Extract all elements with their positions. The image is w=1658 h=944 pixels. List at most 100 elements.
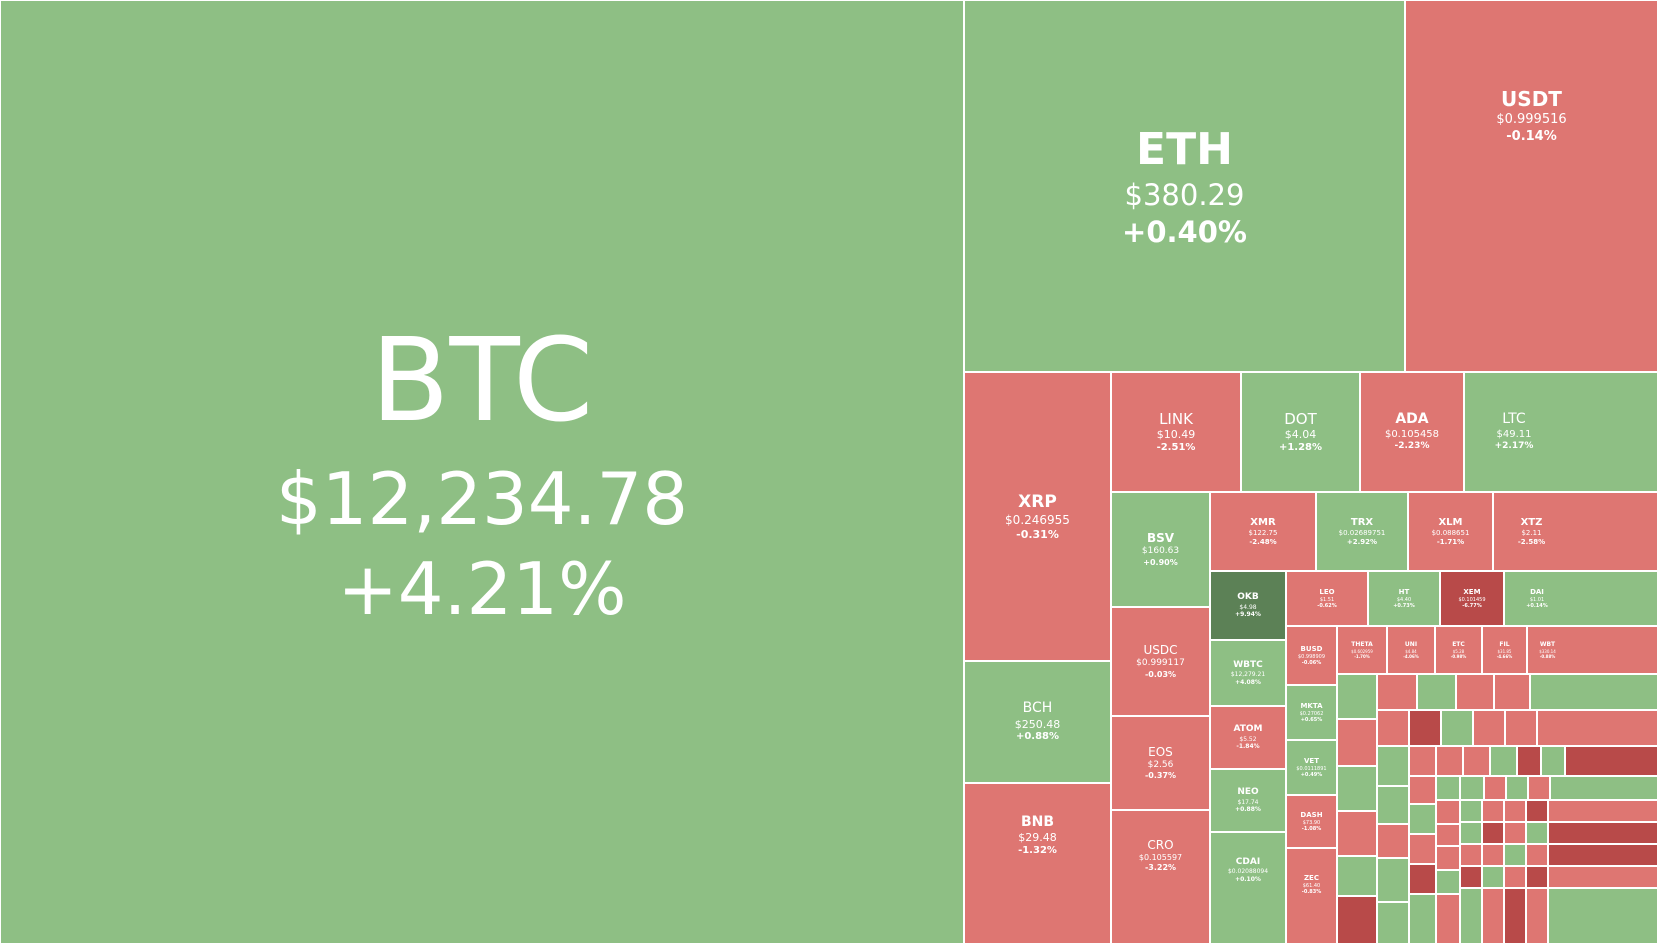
tile-small[interactable] <box>1504 888 1526 944</box>
tile-usdc[interactable]: USDC $0.999117 -0.03% <box>1111 607 1210 716</box>
tile-small[interactable] <box>1337 896 1377 944</box>
tile-etc[interactable]: ETC $5.28 -0.98% <box>1435 626 1482 674</box>
tile-small[interactable] <box>1528 776 1550 800</box>
tile-small[interactable] <box>1337 811 1377 856</box>
tile-busd[interactable]: BUSD $0.998909 -0.06% <box>1286 626 1337 685</box>
tile-small[interactable] <box>1504 866 1526 888</box>
tile-dash[interactable]: DASH $73.90 -1.08% <box>1286 795 1337 848</box>
tile-small[interactable] <box>1409 710 1441 746</box>
tile-small[interactable] <box>1504 800 1526 822</box>
tile-small[interactable] <box>1506 776 1528 800</box>
tile-small[interactable] <box>1377 674 1417 710</box>
tile-ltc[interactable]: LTC $49.11 +2.17% <box>1464 372 1658 492</box>
tile-small[interactable] <box>1526 888 1548 944</box>
tile-ht[interactable]: HT $4.40 +0.73% <box>1368 571 1440 626</box>
tile-small[interactable] <box>1548 866 1658 888</box>
tile-small[interactable] <box>1456 674 1494 710</box>
tile-small[interactable] <box>1504 822 1526 844</box>
tile-small[interactable] <box>1482 888 1504 944</box>
tile-small[interactable] <box>1337 766 1377 811</box>
tile-small[interactable] <box>1377 786 1409 824</box>
tile-zec[interactable]: ZEC $61.40 -0.83% <box>1286 848 1337 944</box>
tile-xrp[interactable]: XRP $0.246955 -0.31% <box>964 372 1111 661</box>
tile-small[interactable] <box>1482 844 1504 866</box>
tile-trx[interactable]: TRX $0.02689751 +2.92% <box>1316 492 1408 571</box>
tile-xem[interactable]: XEM $0.101459 -6.77% <box>1440 571 1504 626</box>
tile-small[interactable] <box>1409 776 1436 804</box>
tile-bch[interactable]: BCH $250.48 +0.88% <box>964 661 1111 783</box>
tile-dai[interactable]: DAI $1.01 +0.14% <box>1504 571 1658 626</box>
tile-small[interactable] <box>1337 856 1377 896</box>
tile-small[interactable] <box>1460 866 1482 888</box>
tile-vet[interactable]: VET $0.0111891 +0.49% <box>1286 740 1337 795</box>
tile-small[interactable] <box>1409 864 1436 894</box>
tile-small[interactable] <box>1548 844 1658 866</box>
tile-small[interactable] <box>1436 800 1460 824</box>
tile-small[interactable] <box>1484 776 1506 800</box>
tile-small[interactable] <box>1530 674 1658 710</box>
tile-small[interactable] <box>1565 746 1658 776</box>
tile-small[interactable] <box>1337 674 1377 719</box>
tile-small[interactable] <box>1409 834 1436 864</box>
tile-small[interactable] <box>1377 902 1409 944</box>
tile-fil[interactable]: FIL $31.85 -4.66% <box>1482 626 1527 674</box>
tile-btc[interactable]: BTC $12,234.78 +4.21% <box>0 0 964 944</box>
tile-cdai[interactable]: CDAI $0.02088094 +0.10% <box>1210 832 1286 944</box>
tile-okb[interactable]: OKB $4.98 +9.94% <box>1210 571 1286 640</box>
tile-small[interactable] <box>1505 710 1537 746</box>
tile-bsv[interactable]: BSV $160.63 +0.90% <box>1111 492 1210 607</box>
tile-small[interactable] <box>1436 746 1463 776</box>
tile-small[interactable] <box>1517 746 1541 776</box>
tile-small[interactable] <box>1463 746 1490 776</box>
tile-neo[interactable]: NEO $17.74 +0.88% <box>1210 769 1286 832</box>
tile-link[interactable]: LINK $10.49 -2.51% <box>1111 372 1241 492</box>
tile-uni[interactable]: UNI $4.84 -4.06% <box>1387 626 1435 674</box>
tile-small[interactable] <box>1490 746 1517 776</box>
tile-small[interactable] <box>1377 824 1409 858</box>
tile-theta[interactable]: THETA $0.602959 -1.70% <box>1337 626 1387 674</box>
tile-small[interactable] <box>1436 824 1460 846</box>
tile-small[interactable] <box>1482 800 1504 822</box>
tile-wbtc[interactable]: WBTC $12,279.21 +4.08% <box>1210 640 1286 706</box>
tile-bnb[interactable]: BNB $29.48 -1.32% <box>964 783 1111 944</box>
tile-eth[interactable]: ETH $380.29 +0.40% <box>964 0 1405 372</box>
tile-small[interactable] <box>1460 888 1482 944</box>
tile-small[interactable] <box>1548 800 1658 822</box>
tile-small[interactable] <box>1494 674 1530 710</box>
tile-small[interactable] <box>1504 844 1526 866</box>
tile-small[interactable] <box>1436 870 1460 894</box>
tile-small[interactable] <box>1548 822 1658 844</box>
tile-small[interactable] <box>1377 746 1409 786</box>
tile-small[interactable] <box>1377 858 1409 902</box>
tile-atom[interactable]: ATOM $5.52 -1.84% <box>1210 706 1286 769</box>
tile-small[interactable] <box>1460 776 1484 800</box>
tile-small[interactable] <box>1548 888 1658 944</box>
tile-small[interactable] <box>1409 804 1436 834</box>
tile-usdt[interactable]: USDT $0.999516 -0.14% <box>1405 0 1658 372</box>
tile-small[interactable] <box>1526 844 1548 866</box>
tile-mkta[interactable]: MKTA $0.27062 +0.65% <box>1286 685 1337 740</box>
tile-small[interactable] <box>1526 822 1548 844</box>
tile-small[interactable] <box>1377 710 1409 746</box>
tile-small[interactable] <box>1441 710 1473 746</box>
tile-leo[interactable]: LEO $1.51 -0.62% <box>1286 571 1368 626</box>
tile-cro[interactable]: CRO $0.105597 -3.22% <box>1111 810 1210 944</box>
tile-small[interactable] <box>1541 746 1565 776</box>
tile-small[interactable] <box>1409 894 1436 944</box>
tile-small[interactable] <box>1460 844 1482 866</box>
tile-xtz[interactable]: XTZ $2.11 -2.58% <box>1493 492 1658 571</box>
tile-small[interactable] <box>1409 746 1436 776</box>
tile-small[interactable] <box>1537 710 1658 746</box>
tile-small[interactable] <box>1436 894 1460 944</box>
tile-small[interactable] <box>1337 719 1377 766</box>
tile-small[interactable] <box>1460 800 1482 822</box>
tile-small[interactable] <box>1482 822 1504 844</box>
tile-xmr[interactable]: XMR $122.75 -2.48% <box>1210 492 1316 571</box>
tile-small[interactable] <box>1482 866 1504 888</box>
tile-dot[interactable]: DOT $4.04 +1.28% <box>1241 372 1360 492</box>
tile-small[interactable] <box>1473 710 1505 746</box>
tile-small[interactable] <box>1436 776 1460 800</box>
tile-ada[interactable]: ADA $0.105458 -2.23% <box>1360 372 1464 492</box>
tile-xlm[interactable]: XLM $0.088651 -1.71% <box>1408 492 1493 571</box>
tile-small[interactable] <box>1550 776 1658 800</box>
